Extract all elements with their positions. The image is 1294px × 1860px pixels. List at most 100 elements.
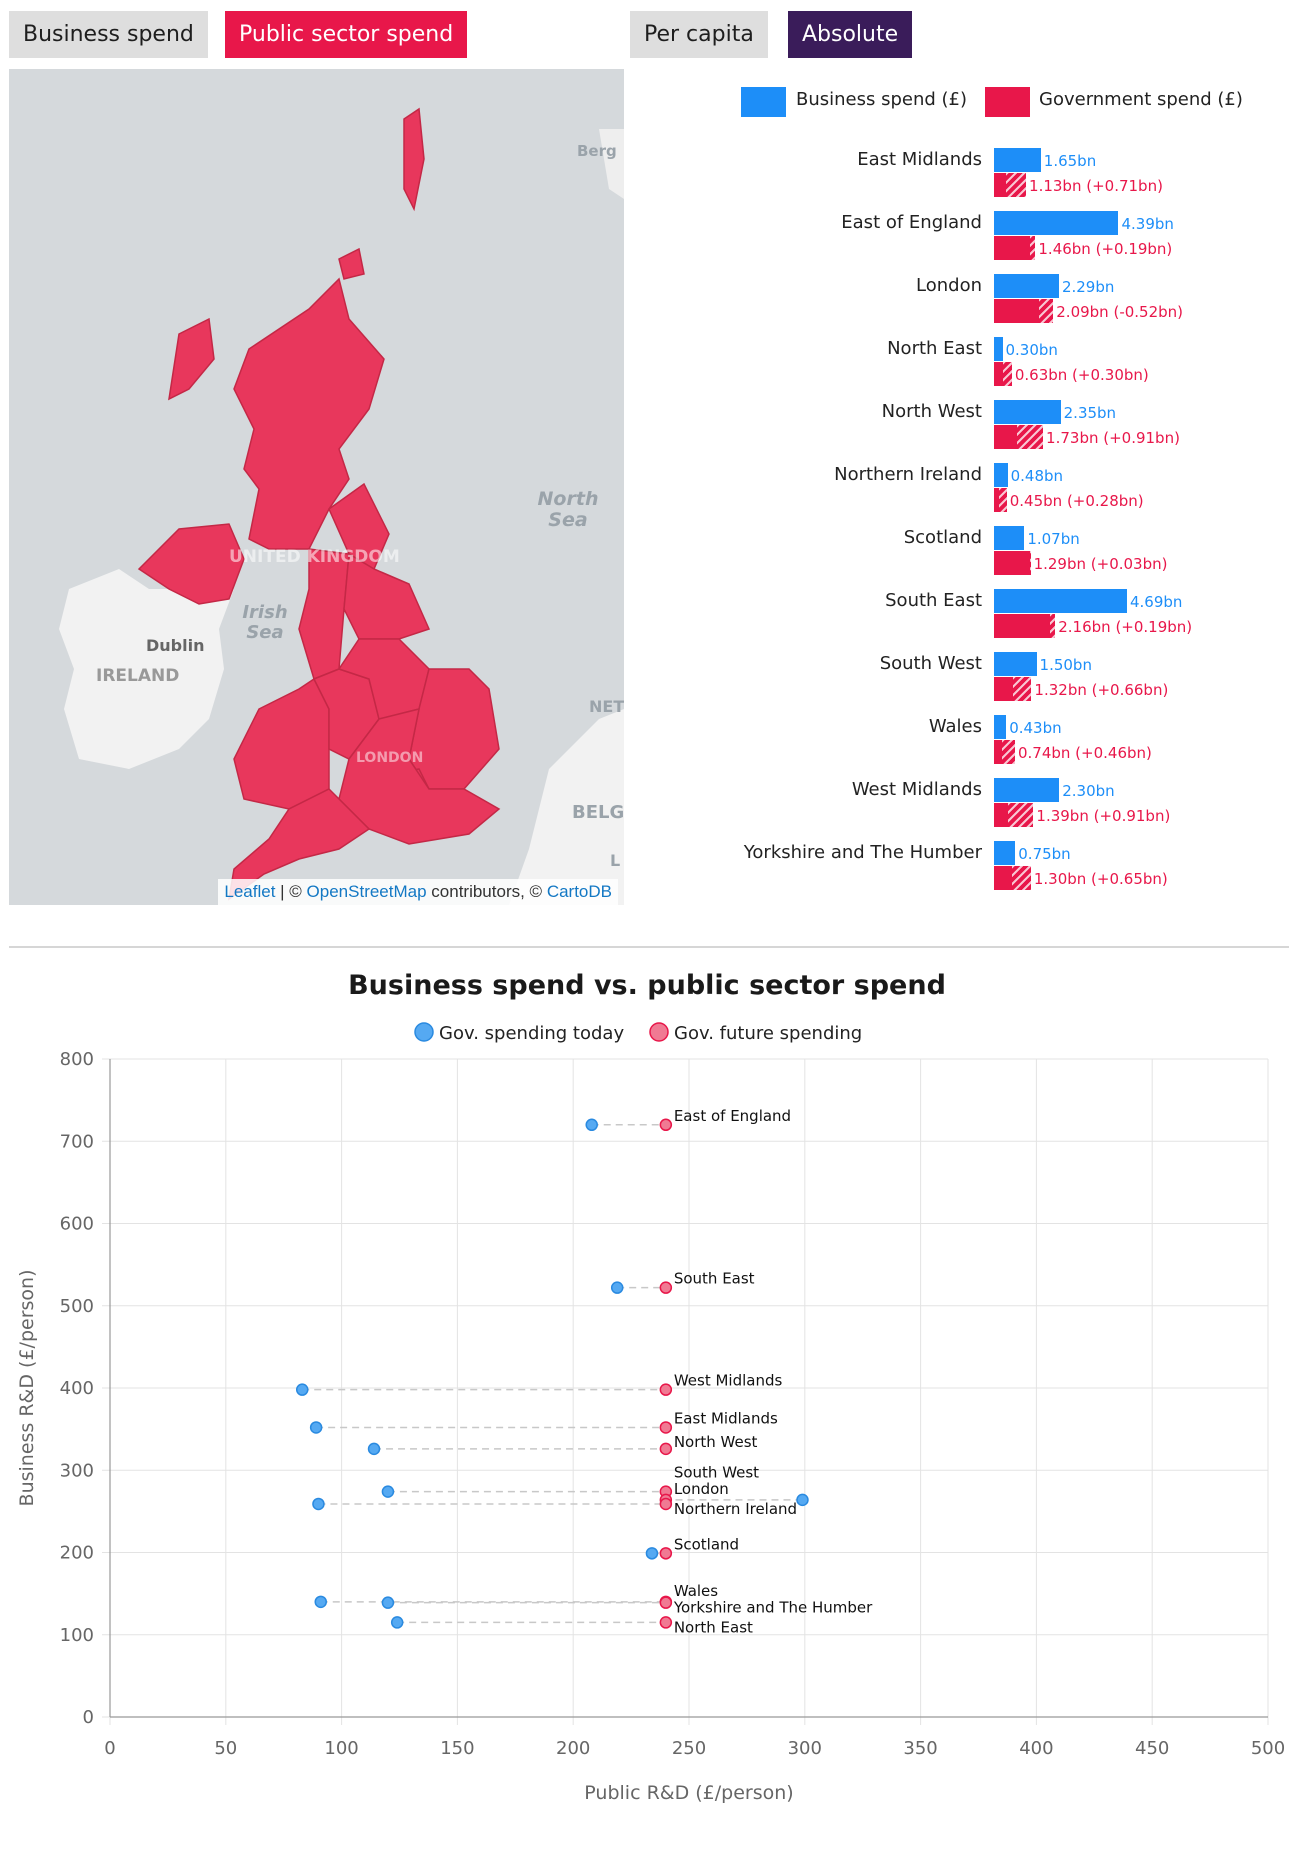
business-bar[interactable]	[994, 463, 1008, 487]
future-point[interactable]	[659, 1547, 673, 1560]
bar-region-label: Northern Ireland	[834, 464, 982, 485]
y-tick-label: 200	[60, 1543, 94, 1564]
today-point[interactable]	[381, 1596, 395, 1609]
government-bar[interactable]	[994, 425, 1044, 449]
business-bar[interactable]	[994, 715, 1007, 739]
future-point[interactable]	[659, 1383, 673, 1396]
x-tick-label: 50	[214, 1738, 237, 1759]
today-point[interactable]	[390, 1616, 404, 1629]
region-northern-ireland[interactable]	[137, 523, 245, 605]
uk-region-map[interactable]: Berg North Sea UNITED KINGDOM Irish Sea …	[9, 69, 624, 905]
bar-region-label: West Midlands	[851, 779, 982, 800]
business-spend-toggle[interactable]: Business spend	[9, 11, 208, 58]
future-point[interactable]	[659, 1281, 673, 1294]
government-bar[interactable]	[994, 740, 1015, 764]
map-label-belg: BELG	[572, 802, 624, 823]
x-tick-label: 150	[440, 1738, 474, 1759]
legend-today-label: Gov. spending today	[439, 1023, 624, 1044]
today-point[interactable]	[314, 1595, 328, 1609]
business-bar[interactable]	[994, 589, 1127, 613]
business-bar[interactable]	[994, 400, 1061, 424]
x-tick-label: 450	[1135, 1738, 1169, 1759]
region-orkney[interactable]	[338, 247, 365, 280]
business-bar-value: 2.35bn	[1063, 404, 1117, 422]
bar-region-label: South East	[885, 590, 982, 611]
x-tick-label: 200	[556, 1738, 590, 1759]
today-point[interactable]	[312, 1497, 325, 1511]
government-change-hatch	[1029, 551, 1031, 575]
business-bar[interactable]	[994, 652, 1037, 676]
business-bar[interactable]	[994, 148, 1041, 172]
attribution-separator: | ©	[275, 882, 307, 901]
region-south-west[interactable]	[227, 788, 371, 901]
x-tick-label: 500	[1251, 1738, 1285, 1759]
business-bar[interactable]	[994, 526, 1025, 550]
today-point[interactable]	[309, 1421, 323, 1434]
uk-regions[interactable]	[137, 107, 501, 901]
future-point[interactable]	[659, 1616, 673, 1629]
bar-region-label: Wales	[928, 716, 982, 737]
future-point[interactable]	[659, 1118, 673, 1132]
business-bar[interactable]	[994, 841, 1016, 865]
today-point[interactable]	[381, 1485, 395, 1498]
government-bar[interactable]	[994, 866, 1031, 890]
today-point[interactable]	[295, 1383, 309, 1396]
map-canvas	[59, 107, 624, 905]
bar-region-label: Yorkshire and The Humber	[743, 842, 982, 863]
y-tick-label: 0	[83, 1707, 94, 1728]
region-scotland-islands[interactable]	[168, 317, 215, 401]
openstreetmap-link[interactable]: OpenStreetMap	[306, 882, 427, 901]
map-label-berg: Berg	[577, 142, 617, 160]
business-bar-value: 0.30bn	[1005, 341, 1058, 359]
cartodb-link[interactable]: CartoDB	[546, 882, 612, 901]
per-capita-toggle[interactable]: Per capita	[630, 11, 768, 58]
future-point[interactable]	[659, 1497, 673, 1511]
absolute-toggle[interactable]: Absolute	[788, 11, 913, 58]
future-point[interactable]	[659, 1442, 673, 1456]
business-bar[interactable]	[994, 211, 1119, 235]
public-sector-spend-toggle[interactable]: Public sector spend	[225, 11, 468, 58]
today-point[interactable]	[796, 1493, 809, 1507]
point-label: East of England	[674, 1107, 791, 1125]
map-label-l: L	[610, 851, 621, 870]
business-bar[interactable]	[994, 778, 1060, 802]
scandinavia-landmass	[599, 129, 624, 199]
region-wales[interactable]	[233, 677, 330, 810]
government-bar[interactable]	[994, 236, 1036, 260]
business-bar[interactable]	[994, 337, 1003, 361]
government-bar-value: 1.39bn (+0.91bn)	[1036, 807, 1171, 825]
government-bar-value: 2.16bn (+0.19bn)	[1058, 618, 1193, 636]
government-change-hatch	[1038, 299, 1054, 323]
government-bar[interactable]	[994, 173, 1027, 197]
region-north-east[interactable]	[328, 482, 390, 571]
government-bar[interactable]	[994, 488, 1007, 512]
region-shetland[interactable]	[403, 107, 425, 212]
x-tick-label: 250	[672, 1738, 706, 1759]
today-point[interactable]	[367, 1442, 381, 1456]
business-bar[interactable]	[994, 274, 1059, 298]
map-label-london: LONDON	[356, 750, 424, 766]
government-change-hatch	[998, 488, 1007, 512]
today-point[interactable]	[645, 1547, 659, 1560]
future-point[interactable]	[659, 1596, 673, 1609]
business-bar-value: 0.43bn	[1009, 719, 1062, 737]
today-point[interactable]	[610, 1281, 624, 1294]
government-bar-value: 1.32bn (+0.66bn)	[1034, 681, 1169, 699]
government-bar[interactable]	[994, 362, 1012, 386]
business-bar-value: 4.39bn	[1121, 215, 1174, 233]
bar-region-label: Scotland	[903, 527, 982, 548]
government-bar[interactable]	[994, 677, 1032, 701]
today-point[interactable]	[585, 1118, 598, 1132]
government-bar[interactable]	[994, 803, 1034, 827]
leaflet-link[interactable]: Leaflet	[224, 882, 276, 901]
government-bar[interactable]	[994, 299, 1054, 323]
legend-today-marker	[414, 1022, 434, 1042]
government-bar[interactable]	[994, 614, 1056, 638]
government-bar[interactable]	[994, 551, 1031, 575]
scatter-chart: 0 50 100 150 200 250 300 350 400 450 500 0 100 200 300…	[16, 1022, 1285, 1804]
region-north-west[interactable]	[298, 548, 350, 681]
government-bar-value: 0.63bn (+0.30bn)	[1014, 366, 1149, 384]
region-yorkshire[interactable]	[343, 552, 431, 640]
future-point[interactable]	[659, 1421, 673, 1434]
map-label-net: NET	[589, 697, 624, 716]
